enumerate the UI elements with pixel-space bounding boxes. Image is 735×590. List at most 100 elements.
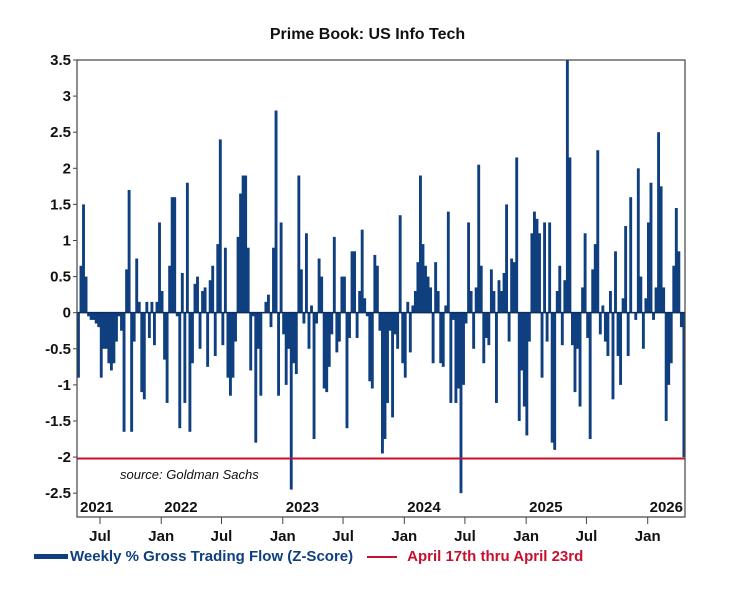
bar	[530, 233, 534, 313]
bar	[459, 312, 463, 494]
bar	[510, 258, 514, 313]
bar	[97, 312, 101, 328]
bar	[310, 305, 313, 313]
bar	[89, 312, 93, 320]
bar	[568, 157, 572, 313]
bar	[426, 276, 430, 313]
bar	[383, 312, 387, 440]
bar	[614, 251, 617, 313]
bar	[469, 291, 473, 313]
bar	[264, 301, 268, 313]
y-tick-label: -0.5	[45, 341, 71, 358]
bar	[386, 312, 389, 403]
bar	[446, 211, 450, 313]
bar	[279, 222, 283, 313]
bar	[611, 312, 615, 400]
bar	[558, 265, 562, 313]
bar	[317, 258, 321, 313]
year-label: 2023	[286, 499, 319, 516]
bar	[621, 298, 625, 313]
bar	[444, 305, 448, 313]
bar	[294, 312, 298, 375]
y-tick-label: 1.5	[50, 196, 71, 213]
bar	[229, 312, 232, 396]
bar	[251, 312, 255, 317]
bar	[274, 110, 278, 313]
bar	[327, 312, 331, 367]
bar	[560, 312, 564, 346]
bar	[479, 265, 483, 313]
year-label: 2026	[650, 499, 683, 516]
bar	[472, 312, 476, 349]
bar	[639, 276, 643, 313]
y-tick-label: -1.5	[45, 413, 71, 430]
bar	[411, 305, 415, 313]
bar	[231, 312, 235, 378]
bar	[218, 139, 222, 313]
bar	[345, 312, 349, 429]
bar	[416, 262, 420, 313]
bar	[221, 312, 225, 346]
y-tick-label: 0	[63, 305, 71, 322]
y-tick-label: 3	[63, 88, 71, 105]
bar	[424, 265, 427, 313]
bar	[517, 312, 521, 421]
bar	[153, 312, 156, 346]
bar	[168, 265, 172, 313]
bar	[183, 312, 187, 403]
bar	[654, 287, 658, 313]
bar	[581, 287, 585, 313]
bar	[160, 291, 164, 313]
bar	[155, 301, 159, 313]
bar	[165, 312, 169, 403]
bar	[482, 312, 486, 364]
bar	[629, 197, 633, 313]
bar	[682, 312, 686, 458]
bar	[449, 312, 453, 403]
bar	[674, 208, 678, 313]
bar	[173, 197, 177, 313]
bar	[163, 312, 167, 360]
bar	[180, 272, 184, 313]
bar	[188, 312, 192, 432]
y-tick-label: 2.5	[50, 124, 71, 141]
bar	[406, 301, 410, 313]
bar	[289, 312, 293, 490]
bar	[492, 291, 496, 313]
bar	[191, 312, 194, 364]
bar	[360, 229, 364, 313]
bar	[563, 280, 567, 313]
bar	[522, 312, 526, 407]
bar	[79, 265, 83, 313]
bar	[520, 312, 524, 371]
source-annotation: source: Goldman Sachs	[120, 467, 259, 482]
bar	[571, 312, 574, 346]
bar	[348, 312, 351, 338]
bar	[297, 175, 301, 313]
bar	[598, 312, 602, 335]
bar	[525, 312, 529, 436]
bar	[429, 287, 433, 313]
bar	[644, 298, 648, 313]
bar	[619, 312, 623, 385]
bar	[158, 222, 161, 313]
bar	[500, 291, 503, 313]
bar	[269, 312, 273, 328]
bar	[102, 312, 106, 349]
bar	[140, 312, 144, 393]
bar	[145, 301, 149, 313]
bar	[120, 312, 123, 331]
bar	[398, 215, 402, 313]
bar	[142, 312, 146, 400]
bar	[337, 312, 341, 342]
bar	[307, 312, 311, 349]
bar	[505, 204, 509, 313]
bar	[649, 182, 653, 313]
bar	[457, 312, 460, 389]
legend-label-flow: Weekly % Gross Trading Flow (Z-Score)	[70, 548, 354, 565]
bar	[489, 269, 493, 313]
bar	[391, 312, 395, 418]
bar	[652, 312, 655, 320]
bar	[588, 312, 592, 440]
